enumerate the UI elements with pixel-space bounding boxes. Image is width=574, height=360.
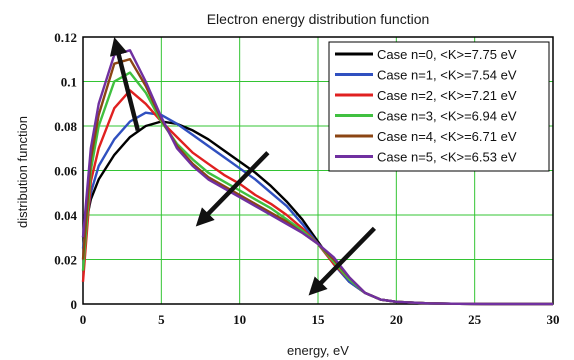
legend-entry-label: Case n=0, <K>=7.75 eV xyxy=(377,47,517,62)
x-axis-label: energy, eV xyxy=(287,343,349,358)
series-group xyxy=(81,49,553,306)
x-tick-label: 15 xyxy=(312,312,326,327)
plot-frame xyxy=(82,36,554,305)
legend-entry-label: Case n=3, <K>=6.94 eV xyxy=(377,109,517,124)
y-tick-label: 0.02 xyxy=(54,253,77,268)
y-tick-label: 0.08 xyxy=(54,119,77,134)
y-tick-label: 0.12 xyxy=(54,30,77,45)
legend-entry-label: Case n=2, <K>=7.21 eV xyxy=(377,88,517,103)
legend-box xyxy=(328,41,550,172)
legend-entry-label: Case n=1, <K>=7.54 eV xyxy=(377,68,517,83)
x-tick-label: 5 xyxy=(158,312,165,327)
legend-entry-label: Case n=4, <K>=6.71 eV xyxy=(377,129,517,144)
x-tick-label: 10 xyxy=(233,312,246,327)
y-tick-label: 0.06 xyxy=(54,164,77,179)
x-tick-label: 0 xyxy=(80,312,87,327)
x-tick-label: 25 xyxy=(468,312,482,327)
chart-title: Electron energy distribution function xyxy=(207,11,430,27)
series-line-5 xyxy=(81,49,553,306)
x-tick-label: 20 xyxy=(390,312,403,327)
annotation-arrow-0 xyxy=(109,37,141,132)
legend: Case n=0, <K>=7.75 eV Case n=1, <K>=7.54 … xyxy=(328,41,550,172)
axes: 0 5 10 15 20 25 30 0 0.02 0.04 0.06 0.08 0.1 0.12 xyxy=(54,30,559,327)
legend-entry-label: Case n=5, <K>=6.53 eV xyxy=(377,150,517,165)
y-tick-label: 0.1 xyxy=(61,75,77,90)
annotation-arrow-1 xyxy=(195,151,270,227)
y-axis-label: distribution function xyxy=(15,116,30,228)
annotation-arrows xyxy=(109,37,377,296)
y-tick-label: 0 xyxy=(71,297,78,312)
x-tick-label: 30 xyxy=(547,312,560,327)
y-tick-label: 0.04 xyxy=(54,208,77,223)
annotation-arrow-2 xyxy=(308,226,377,296)
